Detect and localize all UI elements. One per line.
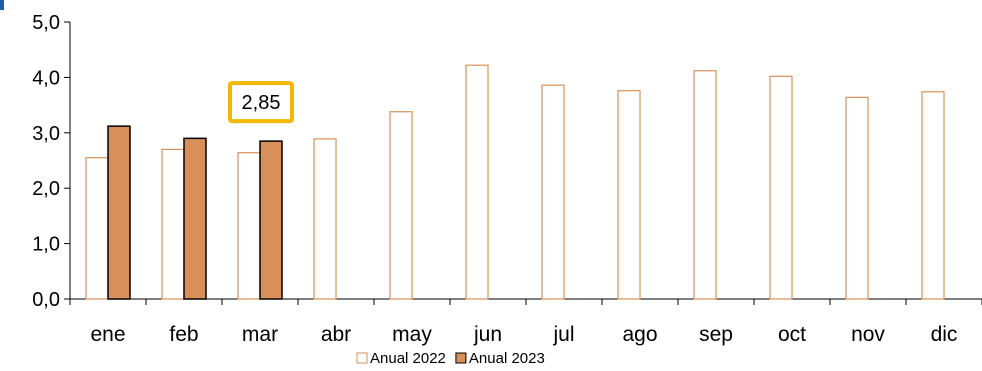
data-label-box (228, 81, 294, 124)
bar-anual-2022 (389, 111, 413, 300)
y-tick-label: 5,0 (32, 12, 60, 34)
x-tick-label: jul (552, 323, 574, 346)
x-tick-label: mar (242, 323, 278, 346)
bar-anual-2022 (921, 91, 945, 300)
x-tick-label: sep (699, 323, 733, 346)
bar-anual-2022 (313, 138, 337, 300)
bar-anual-2022 (845, 96, 869, 300)
x-tick-label: dic (931, 323, 958, 346)
legend-label: Anual 2023 (469, 350, 545, 367)
y-tick-label: 4,0 (32, 67, 60, 89)
y-tick-label: 2,0 (32, 178, 60, 200)
bar-anual-2022 (693, 70, 717, 300)
legend-swatch (455, 352, 467, 364)
x-tick-label: may (392, 323, 432, 346)
x-tick-label: ene (90, 323, 125, 346)
x-tick-label: oct (778, 323, 806, 346)
bar-anual-2022 (237, 152, 261, 300)
legend-swatch (356, 352, 368, 364)
y-tick-label: 1,0 (32, 234, 60, 256)
x-tick-label: ago (622, 323, 657, 346)
bar-anual-2022 (85, 157, 109, 300)
bar-anual-2023 (107, 125, 131, 300)
bar-anual-2022 (541, 84, 565, 300)
x-tick-label: abr (321, 323, 351, 346)
y-tick-label: 0,0 (32, 289, 60, 311)
data-label: 2,85 (242, 92, 281, 114)
bar-anual-2023 (183, 137, 207, 300)
corner-marker (0, 0, 4, 10)
bar-anual-2022 (465, 64, 489, 300)
x-tick-label: jun (473, 323, 502, 346)
bar-anual-2022 (617, 90, 641, 300)
y-tick-label: 3,0 (32, 123, 60, 145)
legend-label: Anual 2022 (370, 350, 446, 367)
bar-anual-2022 (161, 148, 185, 300)
bar-anual-2022 (769, 75, 793, 300)
x-tick-label: feb (169, 323, 198, 346)
x-tick-label: nov (851, 323, 885, 346)
bar-anual-2023 (259, 140, 283, 300)
